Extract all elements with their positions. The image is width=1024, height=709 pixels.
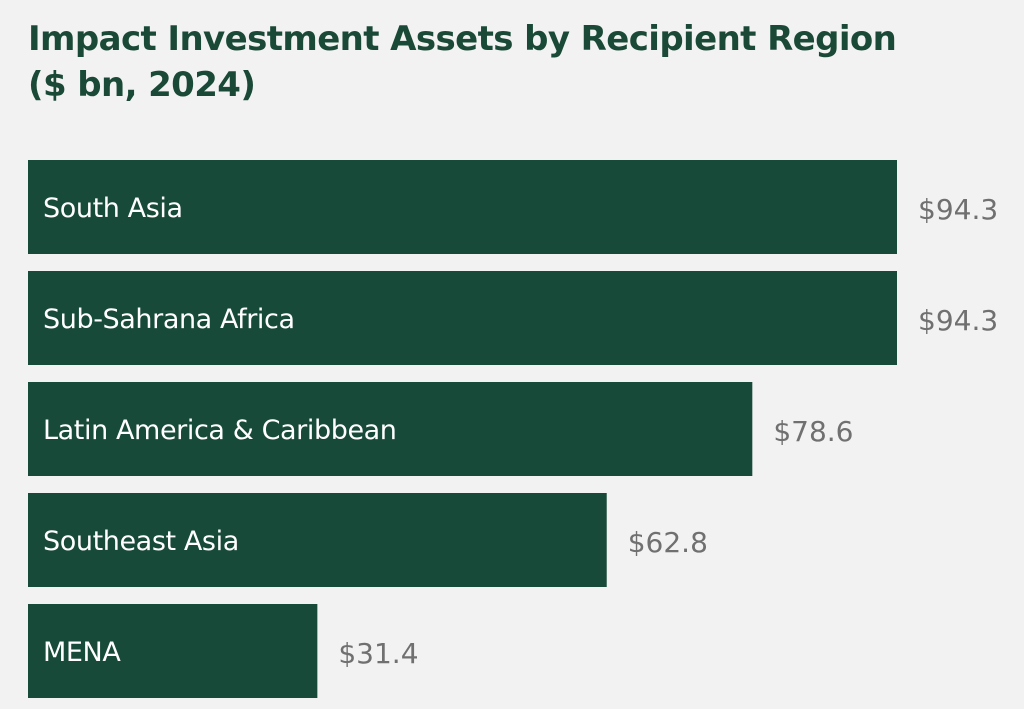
- bar-group: South Asia $94.3: [28, 160, 998, 254]
- bar: [28, 493, 607, 587]
- bar-group: MENA $31.4: [28, 604, 419, 698]
- chart-title-line-2: ($ bn, 2024): [28, 65, 256, 105]
- value-label: $31.4: [338, 637, 418, 670]
- category-label: Sub-Sahrana Africa: [43, 304, 295, 335]
- value-label: $94.3: [918, 304, 998, 337]
- category-label: Latin America & Caribbean: [43, 415, 397, 446]
- bar: [28, 271, 897, 365]
- bar: [28, 160, 897, 254]
- value-label: $94.3: [918, 193, 998, 226]
- bar-group: Latin America & Caribbean $78.6: [28, 382, 853, 476]
- chart-title-line-1: Impact Investment Assets by Recipient Re…: [28, 19, 897, 59]
- chart-title: Impact Investment Assets by Recipient Re…: [28, 16, 988, 108]
- bar-group: Sub-Sahrana Africa $94.3: [28, 271, 998, 365]
- category-label: South Asia: [43, 193, 183, 224]
- category-label: MENA: [43, 637, 121, 668]
- value-label: $78.6: [773, 415, 853, 448]
- bar: [28, 382, 753, 476]
- bar: [28, 604, 318, 698]
- bar-group: Southeast Asia $62.8: [28, 493, 708, 587]
- value-label: $62.8: [628, 526, 708, 559]
- category-label: Southeast Asia: [43, 526, 239, 557]
